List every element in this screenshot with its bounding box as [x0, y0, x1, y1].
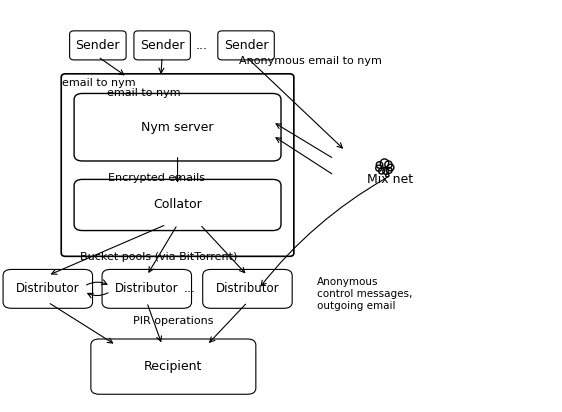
Ellipse shape	[379, 168, 384, 174]
FancyBboxPatch shape	[134, 31, 191, 60]
Ellipse shape	[380, 159, 389, 167]
Text: Distributor: Distributor	[115, 282, 179, 295]
Ellipse shape	[387, 164, 394, 171]
Text: Recipient: Recipient	[144, 360, 202, 373]
Text: ...: ...	[184, 282, 196, 295]
FancyBboxPatch shape	[203, 269, 292, 308]
Ellipse shape	[376, 165, 382, 171]
Text: Mix net: Mix net	[367, 173, 413, 186]
FancyBboxPatch shape	[3, 269, 93, 308]
Text: Anonymous email to nym: Anonymous email to nym	[239, 56, 382, 66]
Text: Encrypted emails: Encrypted emails	[108, 173, 205, 183]
Ellipse shape	[386, 168, 392, 173]
FancyBboxPatch shape	[218, 31, 274, 60]
Text: Distributor: Distributor	[16, 282, 80, 295]
FancyBboxPatch shape	[61, 74, 294, 256]
Ellipse shape	[383, 169, 388, 174]
FancyBboxPatch shape	[74, 94, 281, 161]
Text: Sender: Sender	[76, 39, 120, 52]
Text: Sender: Sender	[224, 39, 268, 52]
Text: Bucket pools (via BitTorrent): Bucket pools (via BitTorrent)	[80, 252, 237, 262]
FancyBboxPatch shape	[70, 31, 126, 60]
FancyBboxPatch shape	[74, 179, 281, 231]
FancyBboxPatch shape	[91, 339, 256, 394]
Text: Anonymous
control messages,
outgoing email: Anonymous control messages, outgoing ema…	[318, 277, 413, 311]
Ellipse shape	[385, 161, 392, 168]
Ellipse shape	[386, 174, 389, 177]
Text: email to nym: email to nym	[107, 89, 181, 98]
Text: ...: ...	[196, 39, 207, 52]
Text: Sender: Sender	[140, 39, 184, 52]
Text: email to nym: email to nym	[62, 78, 136, 88]
Text: PIR operations: PIR operations	[133, 316, 214, 325]
Text: Nym server: Nym server	[141, 121, 214, 134]
Text: Distributor: Distributor	[216, 282, 279, 295]
Text: Collator: Collator	[153, 199, 202, 211]
FancyBboxPatch shape	[102, 269, 192, 308]
Ellipse shape	[376, 162, 383, 168]
